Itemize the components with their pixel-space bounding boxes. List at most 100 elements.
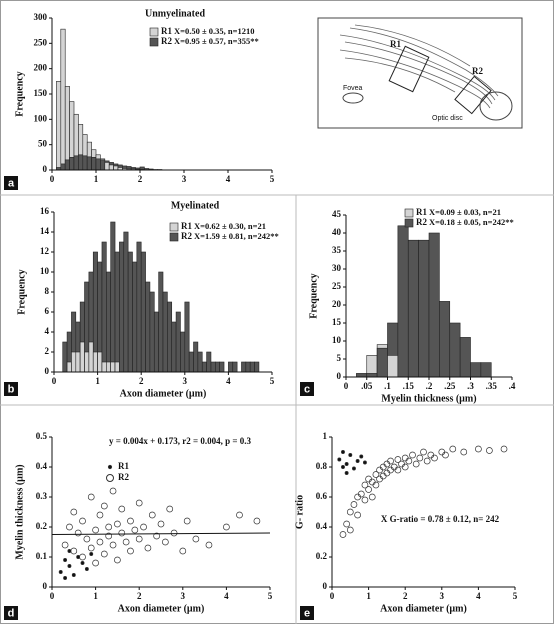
chart-title: Myelinated bbox=[171, 200, 220, 211]
point bbox=[66, 523, 73, 531]
point bbox=[339, 531, 347, 538]
point bbox=[362, 460, 367, 465]
bar bbox=[97, 351, 103, 373]
point bbox=[341, 450, 345, 454]
y-tick-label: 45 bbox=[332, 209, 342, 219]
bar bbox=[88, 341, 94, 373]
x-tick-label: 0 bbox=[52, 376, 57, 386]
panel-label-box bbox=[4, 606, 18, 620]
point bbox=[63, 558, 68, 562]
legend-stats: X=1.59 ± 0.81, n=242** bbox=[194, 231, 279, 241]
point bbox=[460, 448, 468, 456]
x-axis-label: Myelin thickness (µm) bbox=[381, 393, 476, 404]
legend-stats: X=0.62 ± 0.30, n=21 bbox=[194, 221, 266, 231]
point bbox=[80, 561, 85, 565]
point bbox=[357, 490, 365, 498]
annotation: y = 0.004x + 0.173, r2 = 0.004, p = 0.3 bbox=[109, 436, 252, 446]
y-tick-label: 0 bbox=[323, 581, 328, 591]
panel-label-box bbox=[4, 176, 18, 190]
point bbox=[109, 541, 117, 549]
x-tick-label: .15 bbox=[403, 381, 415, 391]
bar bbox=[254, 361, 260, 373]
y-tick-label: 0.4 bbox=[36, 461, 48, 471]
bar bbox=[428, 232, 440, 378]
point bbox=[431, 454, 438, 462]
point bbox=[114, 556, 121, 564]
y-axis-label: Myelin thickness (µm) bbox=[14, 464, 25, 559]
bar bbox=[106, 361, 111, 373]
x-tick-label: 2 bbox=[138, 174, 143, 184]
x-tick-label: 1 bbox=[93, 591, 98, 601]
point bbox=[352, 466, 356, 471]
point bbox=[127, 547, 134, 555]
y-tick-label: 250 bbox=[34, 37, 48, 47]
bar bbox=[91, 157, 97, 171]
bar bbox=[459, 337, 471, 378]
point bbox=[179, 547, 187, 555]
x-tick-label: 3 bbox=[183, 376, 188, 386]
legend-label: R2 bbox=[416, 217, 427, 227]
point bbox=[420, 448, 427, 456]
point bbox=[114, 520, 121, 528]
y-tick-label: 12 bbox=[40, 246, 50, 256]
bar bbox=[215, 361, 220, 373]
inset-frame bbox=[317, 17, 523, 129]
bar bbox=[245, 361, 251, 373]
y-tick-label: 0.6 bbox=[316, 491, 328, 501]
bar bbox=[62, 341, 68, 373]
bar bbox=[418, 239, 430, 378]
legend-swatch bbox=[404, 208, 414, 218]
bar bbox=[69, 157, 75, 171]
point bbox=[153, 532, 160, 540]
inset-label: Fovea bbox=[343, 85, 363, 92]
y-tick-label: 14 bbox=[40, 226, 50, 236]
bar bbox=[193, 341, 199, 373]
legend-label: R1 bbox=[181, 221, 192, 231]
fit-line bbox=[51, 532, 271, 535]
bar bbox=[66, 361, 72, 373]
bar bbox=[84, 351, 90, 373]
x-tick-label: .1 bbox=[384, 381, 391, 391]
legend-swatch bbox=[149, 37, 159, 47]
x-tick-label: 4 bbox=[226, 174, 231, 184]
bar bbox=[114, 361, 120, 373]
point bbox=[148, 511, 156, 519]
inset-label: Optic disc bbox=[432, 115, 463, 122]
point bbox=[412, 460, 420, 468]
point bbox=[486, 447, 493, 454]
bar bbox=[188, 351, 194, 373]
point bbox=[354, 511, 361, 519]
bar bbox=[376, 347, 388, 378]
y-tick-label: 5 bbox=[337, 353, 342, 363]
bar bbox=[158, 271, 164, 373]
fovea-shape bbox=[342, 92, 364, 104]
x-tick-label: 5 bbox=[270, 174, 275, 184]
x-tick-label: 1 bbox=[366, 591, 371, 601]
x-tick-label: 3 bbox=[181, 591, 186, 601]
bar bbox=[132, 261, 138, 373]
bar bbox=[78, 154, 84, 171]
y-axis-label: Frequency bbox=[308, 273, 319, 318]
point bbox=[58, 570, 63, 574]
point bbox=[157, 520, 165, 528]
y-tick-label: 0.2 bbox=[36, 521, 48, 531]
x-tick-label: 4 bbox=[226, 376, 231, 386]
point bbox=[170, 529, 178, 537]
y-tick-label: 35 bbox=[332, 245, 342, 255]
legend-swatch bbox=[404, 218, 414, 228]
y-tick-label: 1 bbox=[323, 431, 328, 441]
point bbox=[92, 559, 99, 567]
point bbox=[118, 529, 126, 537]
bar bbox=[197, 351, 203, 373]
point bbox=[372, 481, 380, 489]
panel-label: e bbox=[304, 607, 310, 619]
point bbox=[387, 457, 394, 465]
x-tick-label: 1 bbox=[95, 376, 100, 386]
point bbox=[368, 493, 376, 501]
panel-label: d bbox=[8, 607, 15, 619]
bar bbox=[470, 362, 482, 378]
bar bbox=[100, 159, 106, 171]
bar bbox=[140, 251, 146, 373]
point bbox=[89, 552, 94, 556]
bar bbox=[171, 321, 177, 373]
